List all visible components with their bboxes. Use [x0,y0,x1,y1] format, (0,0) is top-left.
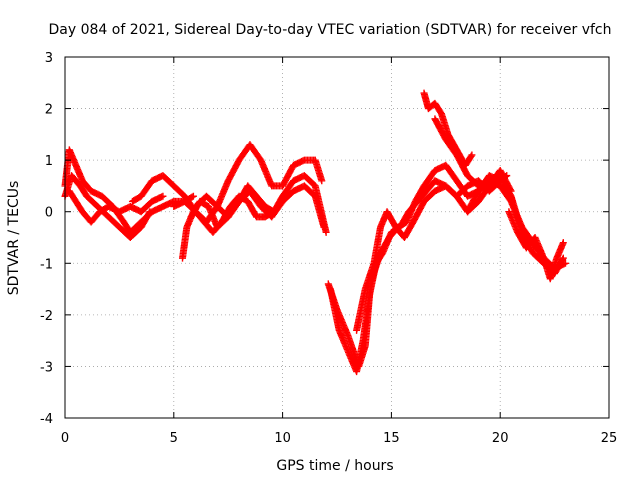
plot-frame [64,56,610,419]
x-tick-label: 0 [61,431,69,446]
chart-title: Day 084 of 2021, Sidereal Day-to-day VTE… [48,22,611,38]
y-tick-label: -3 [40,360,53,375]
axis-ticks: 0 5 10 15 20 25 -4 -3 -2 -1 0 1 2 3 [40,51,617,446]
x-axis-label: GPS time / hours [276,458,393,474]
y-tick-label: -1 [40,257,53,272]
data-point [318,177,326,185]
y-tick-label: 0 [45,206,53,221]
data-point [559,239,567,247]
data-point [188,193,196,201]
data-points [61,89,569,376]
data-point [189,192,197,200]
y-tick-label: 1 [45,154,53,169]
series-track-n [505,208,567,283]
x-tick-label: 20 [492,431,509,446]
series-track-g [187,172,330,236]
data-point [467,152,475,160]
x-tick-label: 5 [170,431,178,446]
x-tick-label: 10 [274,431,291,446]
series-track-c [65,187,167,226]
x-tick-label: 25 [601,431,618,446]
data-point [468,151,476,159]
y-tick-label: 2 [45,103,53,118]
y-tick-label: -2 [40,309,53,324]
y-axis-label: SDTVAR / TECUs [6,181,22,296]
series-track-k [420,89,476,169]
y-tick-label: -4 [40,412,53,427]
data-point [159,192,167,200]
y-tick-label: 3 [45,51,53,66]
data-point [146,208,154,216]
data-point [145,209,153,217]
series-track-d [128,141,326,226]
series-track-i [326,161,504,376]
data-point [322,228,330,236]
data-point [561,259,569,267]
data-point [559,254,567,262]
x-tick-label: 15 [383,431,400,446]
